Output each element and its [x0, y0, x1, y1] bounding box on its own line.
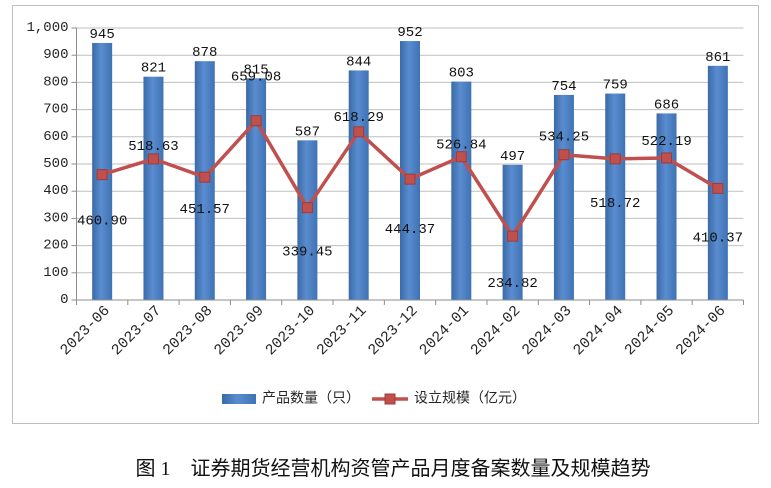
bar-value-label: 815: [243, 62, 268, 78]
line-point-2024-01: [455, 151, 467, 163]
line-series-markers: [96, 115, 724, 242]
y-tick-label: 100: [43, 265, 68, 281]
line-point-2024-02: [507, 230, 519, 242]
y-tick-label: 600: [43, 129, 68, 145]
bar-value-label: 861: [705, 50, 730, 66]
line-value-label: 659.08: [231, 70, 281, 86]
legend-line-label: 设立规模（亿元）: [414, 391, 526, 407]
y-tick-label: 1,000: [26, 20, 68, 36]
line-point-2024-03: [558, 149, 570, 161]
bar-value-label: 952: [397, 25, 422, 41]
bar-value-label: 844: [346, 54, 371, 70]
y-tick-label: 700: [43, 102, 68, 118]
line-point-2024-04: [609, 153, 621, 165]
y-tick-label: 500: [43, 156, 68, 172]
y-tick-label: 800: [43, 74, 68, 90]
legend-bar-label: 产品数量（只）: [262, 391, 360, 407]
legend: 产品数量（只） 设立规模（亿元）: [222, 391, 526, 407]
figure-caption: 图 1 证券期货经营机构资管产品月度备案数量及规模趋势: [136, 457, 651, 480]
line-value-label: 518.72: [590, 196, 640, 212]
bar-value-label: 754: [551, 79, 576, 95]
line-point-2023-10: [301, 202, 313, 214]
legend-line-marker: [384, 393, 396, 405]
line-point-2023-08: [199, 171, 211, 183]
bar-2023-10: [297, 140, 318, 300]
line-value-label: 234.82: [487, 276, 537, 292]
y-tick-label: 900: [43, 47, 68, 63]
y-tick-label: 0: [60, 292, 68, 308]
y-tick-label: 300: [43, 210, 68, 226]
bar-2024-04: [605, 93, 626, 300]
line-point-2023-07: [147, 153, 159, 165]
y-tick-label: 200: [43, 238, 68, 254]
bar-value-label: 945: [90, 27, 115, 43]
line-value-label: 534.25: [539, 130, 589, 146]
y-tick-label: 400: [43, 183, 68, 199]
line-value-label: 526.84: [436, 138, 486, 154]
chart-border: [12, 5, 759, 424]
bar-value-label: 587: [295, 124, 320, 140]
line-value-labels: 460.90 518.63 451.57 659.08 339.45 618.29 444.…: [77, 70, 743, 292]
line-value-label: 410.37: [693, 230, 743, 246]
axes: [76, 28, 744, 305]
line-point-2023-12: [404, 173, 416, 185]
line-value-label: 460.90: [77, 214, 127, 230]
line-point-2023-09: [250, 115, 262, 127]
bar-2023-07: [143, 76, 164, 300]
line-value-label: 518.63: [128, 139, 178, 155]
bar-value-label: 759: [603, 78, 628, 94]
line-value-label: 618.29: [333, 110, 383, 126]
legend-bar-swatch: [222, 394, 256, 404]
line-point-2023-11: [353, 126, 365, 138]
line-value-label: 451.57: [180, 202, 230, 218]
bar-value-labels: 945 821 878 815 587 844 952 803 497 754 759 686 861: [90, 25, 731, 165]
line-point-2024-05: [661, 152, 673, 164]
line-value-label: 522.19: [641, 134, 691, 150]
bar-value-label: 686: [654, 97, 679, 113]
line-value-label: 339.45: [282, 245, 332, 261]
bar-value-label: 803: [449, 66, 474, 82]
bar-2023-12: [400, 41, 420, 300]
y-axis-tick-labels: 0 100 200 300 400 500 600 700 800 900 1,000: [26, 20, 68, 308]
line-value-label: 444.37: [385, 222, 435, 238]
bar-2023-11: [348, 70, 369, 300]
bar-2024-03: [553, 94, 574, 300]
bar-value-label: 878: [192, 45, 217, 61]
line-point-2024-06: [712, 182, 724, 194]
line-point-2023-06: [96, 169, 108, 181]
bar-value-label: 821: [141, 61, 166, 77]
bar-2023-09: [246, 78, 267, 300]
bar-value-label: 497: [500, 149, 525, 165]
bar-2024-01: [451, 81, 472, 300]
